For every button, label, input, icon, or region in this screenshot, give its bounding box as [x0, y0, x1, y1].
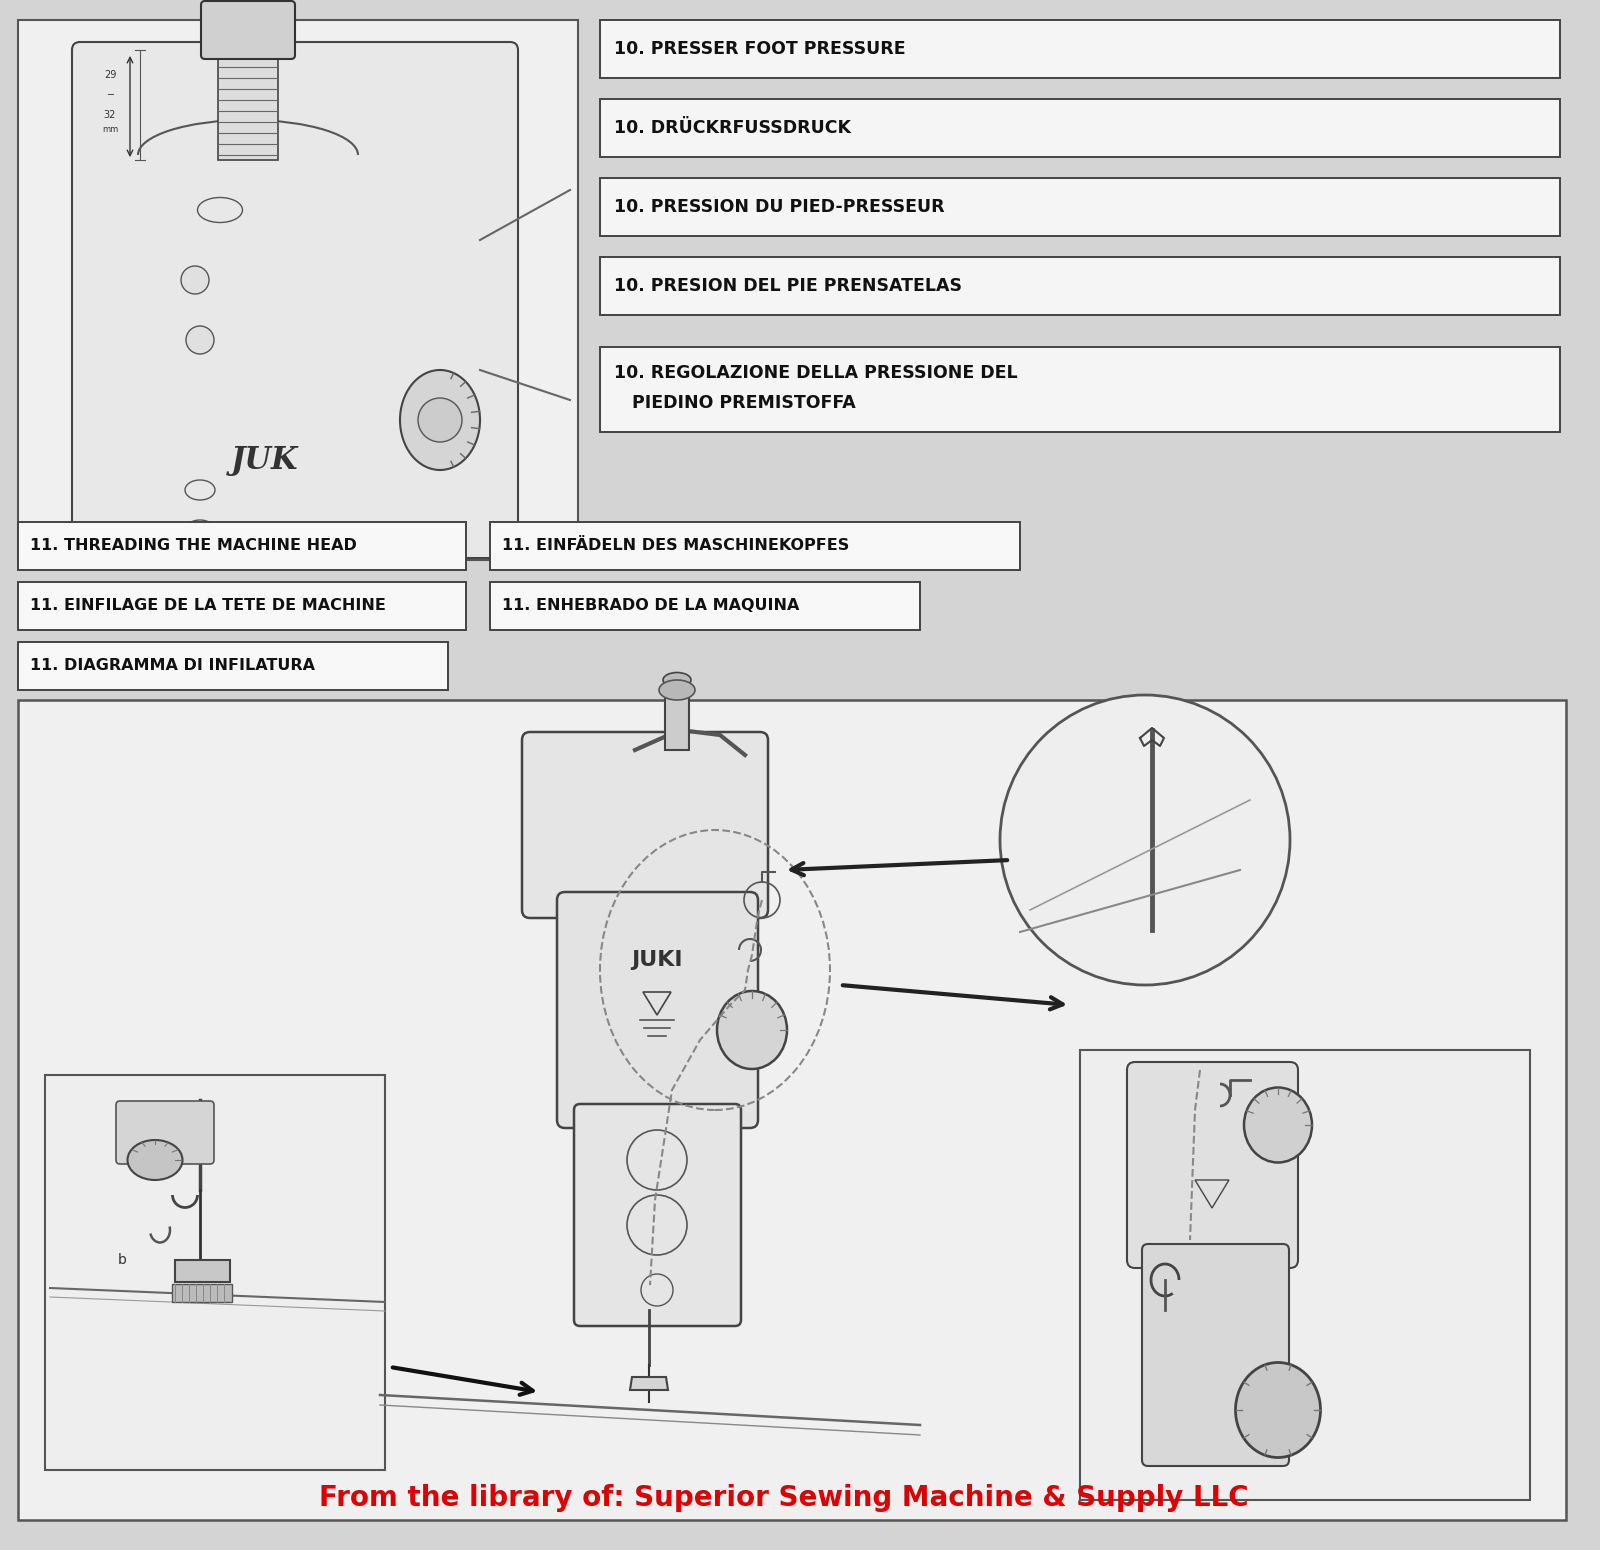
FancyBboxPatch shape [570, 902, 746, 1127]
Bar [490, 522, 1021, 570]
Ellipse shape [717, 990, 787, 1070]
FancyBboxPatch shape [202, 2, 294, 59]
FancyBboxPatch shape [1126, 1062, 1298, 1268]
Text: 10. DRÜCKRFUSSDRUCK: 10. DRÜCKRFUSSDRUCK [614, 119, 851, 136]
Text: PIEDINO PREMISTOFFA: PIEDINO PREMISTOFFA [614, 394, 856, 412]
Text: 11. ENHEBRADO DE LA MAQUINA: 11. ENHEBRADO DE LA MAQUINA [502, 598, 800, 614]
Text: From the library of: Superior Sewing Machine & Supply LLC: From the library of: Superior Sewing Mac… [318, 1483, 1250, 1511]
FancyBboxPatch shape [574, 1104, 741, 1325]
Ellipse shape [662, 673, 691, 688]
Text: 11. EINFÄDELN DES MASCHINEKOPFES: 11. EINFÄDELN DES MASCHINEKOPFES [502, 538, 850, 553]
FancyBboxPatch shape [72, 42, 518, 558]
FancyBboxPatch shape [174, 1260, 230, 1282]
Bar [1080, 1049, 1530, 1500]
Bar [173, 1283, 232, 1302]
Text: 32: 32 [104, 110, 117, 119]
Bar [600, 347, 1560, 432]
Circle shape [1000, 694, 1290, 984]
Circle shape [186, 326, 214, 353]
Text: b: b [117, 1252, 126, 1266]
Text: 11. EINFILAGE DE LA TETE DE MACHINE: 11. EINFILAGE DE LA TETE DE MACHINE [30, 598, 386, 614]
Text: 11. THREADING THE MACHINE HEAD: 11. THREADING THE MACHINE HEAD [30, 538, 357, 553]
Ellipse shape [1235, 1362, 1320, 1457]
Ellipse shape [1245, 1088, 1312, 1162]
Bar [18, 20, 578, 560]
Bar [45, 1076, 386, 1469]
Bar [18, 581, 466, 629]
Text: mm: mm [102, 126, 118, 133]
Text: 10. PRESION DEL PIE PRENSATELAS: 10. PRESION DEL PIE PRENSATELAS [614, 277, 962, 294]
Bar [666, 682, 690, 750]
Bar [490, 581, 920, 629]
Bar [600, 20, 1560, 78]
Circle shape [418, 398, 462, 442]
Bar [18, 701, 1566, 1521]
Text: 10. REGOLAZIONE DELLA PRESSIONE DEL: 10. REGOLAZIONE DELLA PRESSIONE DEL [614, 364, 1018, 381]
Text: 11. DIAGRAMMA DI INFILATURA: 11. DIAGRAMMA DI INFILATURA [30, 659, 315, 674]
Bar [18, 642, 448, 690]
Text: JUK: JUK [232, 445, 299, 476]
Bar [218, 50, 278, 160]
Text: 10. PRESSION DU PIED-PRESSEUR: 10. PRESSION DU PIED-PRESSEUR [614, 198, 944, 215]
Ellipse shape [400, 370, 480, 470]
FancyBboxPatch shape [115, 1100, 214, 1164]
Ellipse shape [659, 680, 694, 701]
Text: ─: ─ [107, 90, 114, 101]
Circle shape [181, 267, 210, 294]
Polygon shape [630, 1376, 669, 1390]
Text: 29: 29 [104, 70, 117, 81]
Bar [600, 99, 1560, 157]
FancyBboxPatch shape [1142, 1245, 1290, 1466]
Ellipse shape [128, 1139, 182, 1180]
Bar [600, 178, 1560, 236]
Text: 10. PRESSER FOOT PRESSURE: 10. PRESSER FOOT PRESSURE [614, 40, 906, 57]
FancyBboxPatch shape [522, 732, 768, 918]
Bar [18, 522, 466, 570]
Bar [600, 257, 1560, 315]
Text: JUKI: JUKI [632, 950, 683, 970]
FancyBboxPatch shape [557, 891, 758, 1128]
